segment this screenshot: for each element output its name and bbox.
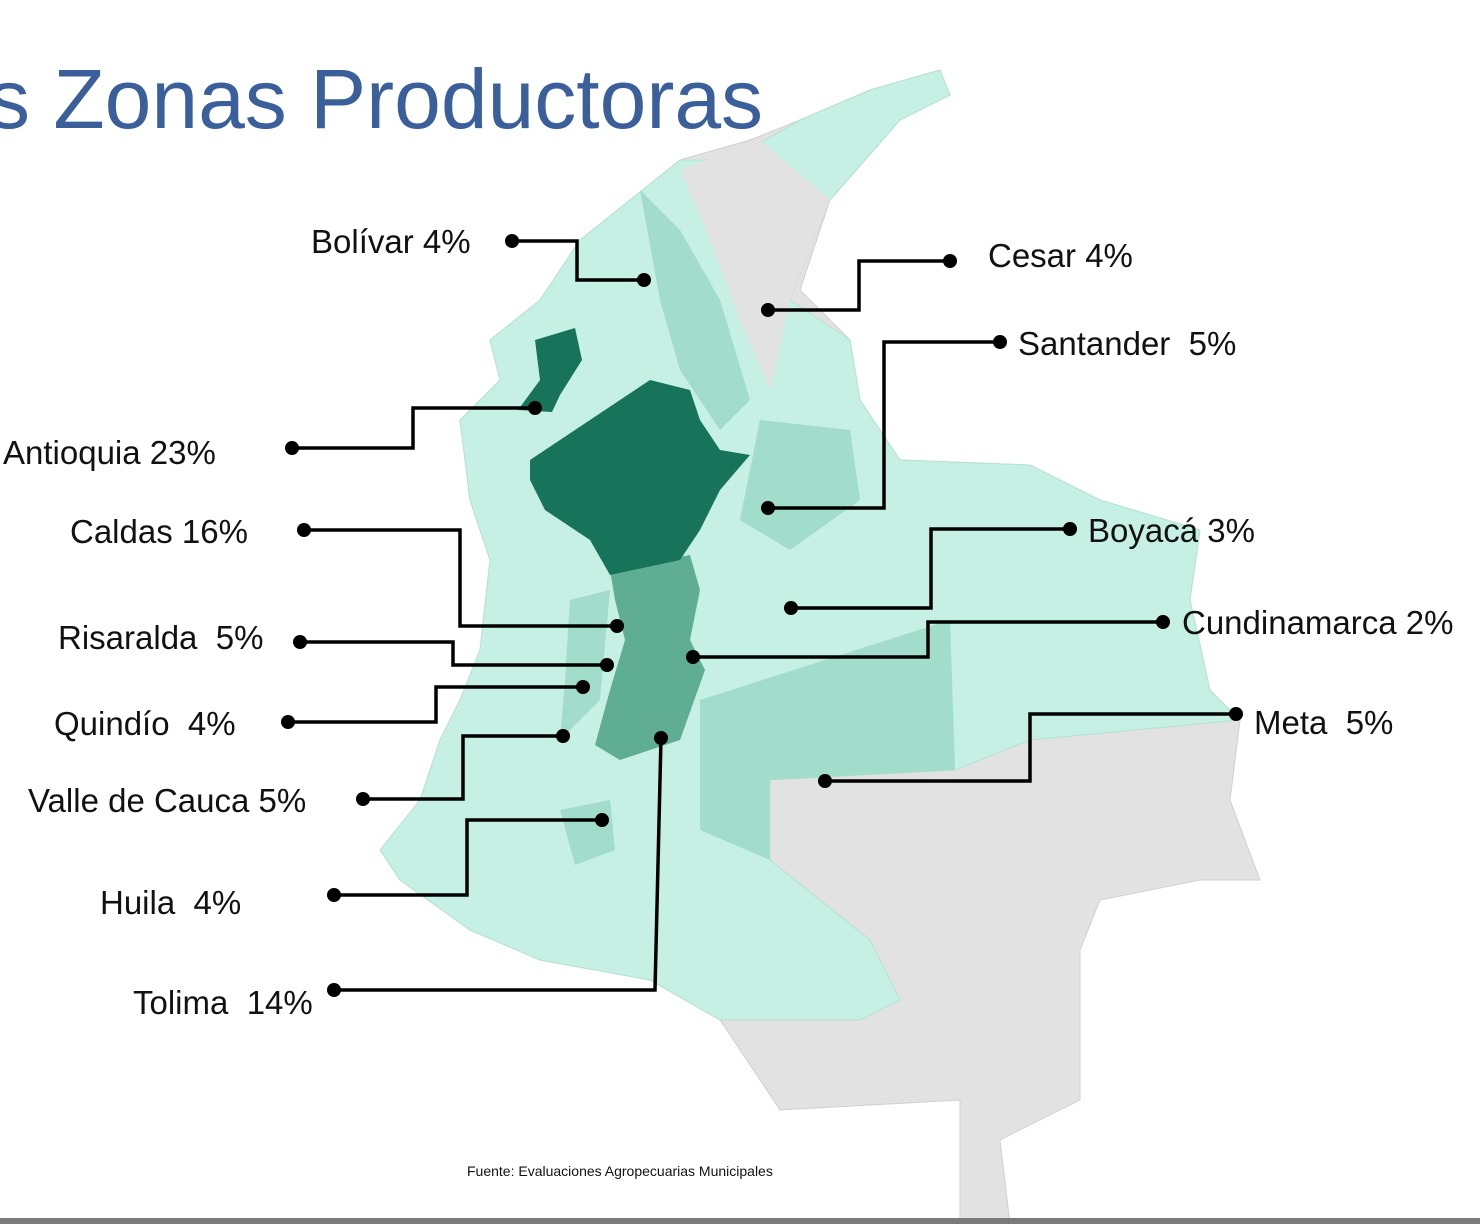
region-darkest <box>530 380 750 575</box>
leader-line <box>512 239 644 282</box>
region-darkest <box>518 328 582 412</box>
leader-line <box>693 620 1163 659</box>
dot <box>327 888 341 902</box>
region-gray <box>680 140 830 390</box>
dot <box>327 983 341 997</box>
leader-line <box>363 734 563 801</box>
region-darker <box>595 555 705 760</box>
leader-line <box>288 685 583 724</box>
region-medium <box>740 420 860 550</box>
dot <box>637 273 651 287</box>
dot <box>943 254 957 268</box>
dot <box>993 335 1007 349</box>
dot <box>556 729 570 743</box>
dot <box>297 523 311 537</box>
dot <box>600 658 614 672</box>
leader-line <box>768 259 950 312</box>
dot <box>356 792 370 806</box>
dot <box>761 501 775 515</box>
region-label: Bolívar 4% <box>311 223 471 260</box>
dot <box>528 401 542 415</box>
dot <box>1229 707 1243 721</box>
region-light <box>379 69 1242 1021</box>
leader-line <box>791 527 1070 610</box>
dot <box>654 731 668 745</box>
region-label: Antioquia 23% <box>3 434 216 471</box>
dot <box>293 635 307 649</box>
dot <box>818 774 832 788</box>
region-label: Quindío 4% <box>54 705 236 742</box>
dot <box>1156 615 1170 629</box>
region-label: Tolima 14% <box>133 984 313 1021</box>
region-medium <box>640 190 750 430</box>
leader-line <box>334 818 602 897</box>
leader-line <box>292 406 535 450</box>
leader-lines <box>288 239 1236 992</box>
slide-title: s Zonas Productoras <box>0 52 763 146</box>
region-label: Huila 4% <box>100 884 241 921</box>
dot <box>784 601 798 615</box>
dot <box>281 715 295 729</box>
dot <box>595 813 609 827</box>
bottom-bar <box>0 1218 1480 1224</box>
dot <box>285 441 299 455</box>
leader-line <box>304 528 617 628</box>
leader-line <box>334 737 663 992</box>
leader-line <box>825 712 1236 783</box>
dot <box>576 680 590 694</box>
region-label: Cesar 4% <box>988 237 1133 274</box>
region-label: Meta 5% <box>1254 704 1393 741</box>
dot <box>610 619 624 633</box>
region-label: Boyacá 3% <box>1088 512 1255 549</box>
dot <box>505 234 519 248</box>
region-medium <box>700 620 955 860</box>
dot <box>686 650 700 664</box>
region-label: Valle de Cauca 5% <box>28 782 306 819</box>
region-label: Risaralda 5% <box>58 619 263 656</box>
leader-dots <box>281 234 1243 997</box>
region-label: Cundinamarca 2% <box>1182 604 1453 641</box>
leader-line <box>768 340 1000 510</box>
region-label: Santander 5% <box>1018 325 1236 362</box>
dot <box>1063 522 1077 536</box>
region-label: Caldas 16% <box>70 513 248 550</box>
source-note: Fuente: Evaluaciones Agropecuarias Munic… <box>467 1163 773 1179</box>
dot <box>761 303 775 317</box>
leader-line <box>300 640 607 667</box>
